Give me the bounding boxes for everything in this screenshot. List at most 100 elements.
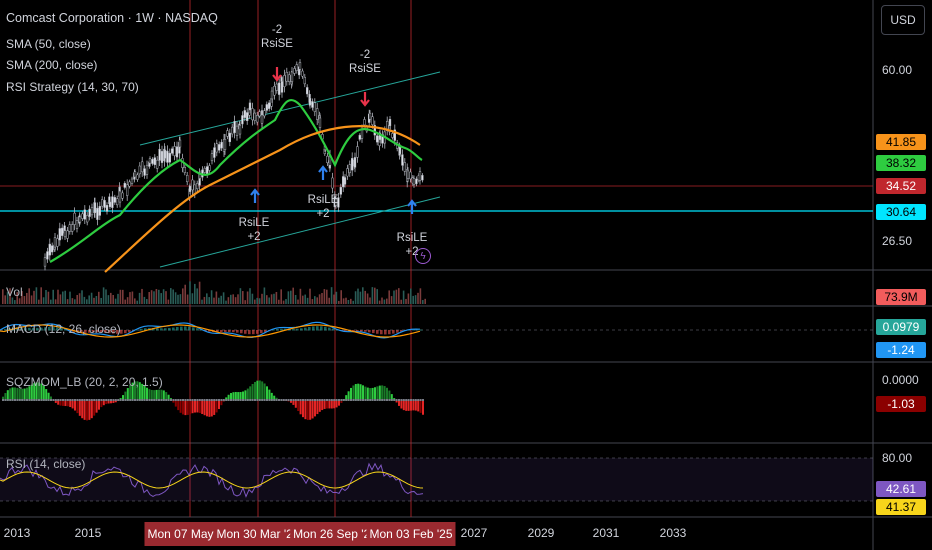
sqz-bar — [371, 387, 374, 401]
volume-bar — [383, 299, 386, 304]
volume-bar — [107, 295, 110, 304]
price-candle-down — [148, 158, 152, 164]
vol-pane-label[interactable]: Vol — [6, 285, 23, 299]
sqz-dot — [105, 399, 108, 401]
sqz-dot — [100, 399, 103, 401]
sqz-dot — [285, 399, 288, 401]
volume-bar — [52, 289, 54, 304]
sqz-bar — [366, 387, 369, 401]
price-candle-up — [248, 102, 252, 111]
sqz-bar — [71, 400, 74, 409]
sma50-price-tag: 38.32 — [876, 155, 926, 171]
volume-bar — [299, 288, 302, 304]
price-candle-up — [306, 87, 309, 95]
price-candle-up — [280, 81, 284, 93]
macd-histogram-bar — [364, 330, 367, 332]
sqz-bar — [76, 400, 79, 414]
volume-bar — [174, 292, 177, 304]
sqz-dot — [362, 399, 364, 401]
price-candle-up — [143, 168, 146, 176]
macd-histogram-bar — [160, 328, 163, 331]
volume-bar — [246, 291, 249, 304]
sqz-bar — [227, 394, 230, 401]
volume-bar — [167, 299, 170, 304]
price-candle-down — [301, 70, 304, 77]
sqz-dot — [333, 399, 336, 401]
sqz-dot — [112, 399, 115, 401]
sqz-dot — [26, 399, 28, 401]
macd-histogram-bar — [292, 328, 295, 331]
price-candle-down — [196, 183, 199, 190]
volume-bar — [381, 297, 383, 304]
lightning-icon[interactable]: ϟ — [415, 248, 431, 264]
sqz-dot — [206, 399, 208, 401]
indicator-sma200[interactable]: SMA (200, close) — [6, 58, 98, 72]
price-candle-up — [88, 208, 91, 217]
macd-histogram-bar — [16, 327, 19, 331]
sqz-dot — [246, 399, 249, 401]
indicator-rsi-strategy[interactable]: RSI Strategy (14, 30, 70) — [6, 80, 139, 94]
sqz-bar — [258, 380, 261, 401]
sqz-bar — [414, 400, 417, 411]
volume-bar — [232, 294, 234, 304]
sqz-bar — [158, 389, 160, 401]
sqz-dot — [107, 399, 110, 401]
price-candle-down — [68, 224, 71, 232]
sqz-dot — [122, 399, 124, 401]
indicator-sma50[interactable]: SMA (50, close) — [6, 37, 91, 51]
macd-histogram-bar — [328, 327, 331, 331]
sqz-dot — [131, 399, 134, 401]
macd-histogram-bar — [420, 329, 423, 331]
macd-histogram-bar — [204, 330, 207, 331]
macd-histogram-bar — [228, 330, 231, 333]
sqz-bar — [64, 400, 67, 407]
price-candle-down — [73, 212, 76, 225]
sqz-dot — [155, 399, 158, 401]
sqz-bar — [323, 400, 326, 409]
price-candle-down — [331, 177, 334, 189]
price-candle-down — [288, 74, 291, 82]
price-candle-down — [391, 133, 394, 138]
price-candle-down — [215, 143, 218, 153]
price-candle-down — [270, 90, 274, 100]
sqz-dot — [345, 399, 348, 401]
sqz-dot — [405, 399, 408, 401]
price-candle-up — [46, 251, 49, 260]
rsi-pane-label[interactable]: RSI (14, close) — [6, 457, 86, 471]
sqz-bar — [69, 400, 72, 408]
volume-bar — [362, 287, 364, 304]
currency-button[interactable]: USD — [881, 5, 925, 35]
sqz-bar — [57, 400, 60, 405]
price-candle-up — [103, 200, 106, 208]
sqz-dot — [16, 399, 19, 401]
sqz-dot — [371, 399, 374, 401]
price-candle-up — [308, 98, 312, 106]
price-candle-down — [290, 71, 294, 82]
sqz-bar — [114, 400, 117, 403]
price-candle-down — [223, 138, 227, 150]
sqz-bar — [93, 400, 96, 416]
sqz-dot — [383, 399, 386, 401]
sqz-bar — [40, 383, 43, 401]
sqz-pane-label[interactable]: SQZMOM_LB (20, 2, 20, 1.5) — [6, 375, 163, 389]
price-candle-down — [133, 171, 137, 178]
sqz-bar — [131, 382, 134, 401]
sqz-dot — [299, 399, 302, 401]
price-candle-down — [418, 171, 422, 181]
sqz-dot — [388, 399, 391, 401]
price-candle-up — [268, 102, 271, 109]
volume-bar — [114, 298, 117, 304]
macd-pane-label[interactable]: MACD (12, 26, close) — [6, 322, 121, 336]
macd-histogram-bar — [180, 326, 183, 331]
sqz-bar — [350, 387, 352, 401]
macd-histogram-bar — [32, 328, 35, 331]
volume-bar — [345, 297, 347, 304]
macd-histogram-bar — [236, 330, 239, 333]
sqz-dot — [410, 399, 412, 401]
sqz-bar — [30, 384, 33, 401]
price-candle-down — [318, 117, 322, 128]
sqz-dot — [33, 399, 36, 401]
sqz-bar — [213, 400, 216, 415]
sqz-dot — [352, 399, 355, 401]
